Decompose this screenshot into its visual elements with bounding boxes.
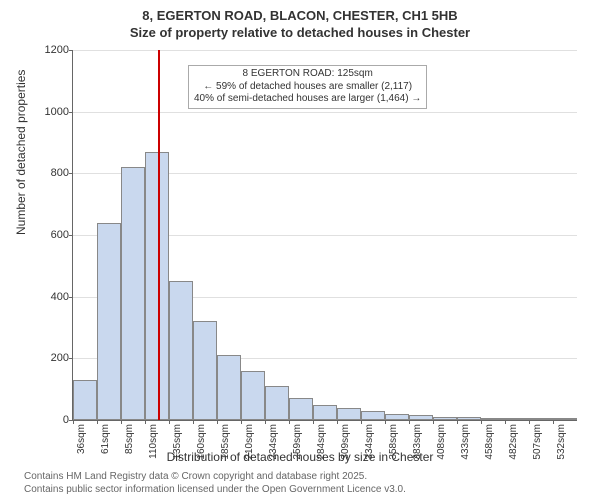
histogram-bar <box>97 223 121 420</box>
y-tick-label: 1200 <box>45 44 69 56</box>
x-tick-mark <box>553 420 554 424</box>
x-tick-mark <box>73 420 74 424</box>
x-tick-mark <box>97 420 98 424</box>
histogram-bar <box>409 415 433 420</box>
histogram-bar <box>289 398 313 420</box>
plot-area: 8 EGERTON ROAD: 125sqm ← 59% of detached… <box>72 50 577 421</box>
y-tick-mark <box>69 173 73 174</box>
x-tick-mark <box>409 420 410 424</box>
x-tick-mark <box>337 420 338 424</box>
histogram-bar <box>457 417 481 420</box>
y-tick-mark <box>69 50 73 51</box>
x-tick-mark <box>289 420 290 424</box>
histogram-bar <box>481 418 505 420</box>
histogram-bar <box>73 380 97 420</box>
y-tick-mark <box>69 358 73 359</box>
annotation-line-3: 40% of semi-detached houses are larger (… <box>194 93 421 106</box>
marker-annotation: 8 EGERTON ROAD: 125sqm ← 59% of detached… <box>188 65 427 109</box>
x-tick-mark <box>241 420 242 424</box>
histogram-bar <box>265 386 289 420</box>
y-tick-label: 0 <box>63 414 69 426</box>
footer-line-2: Contains public sector information licen… <box>24 483 406 496</box>
histogram-bar <box>241 371 265 420</box>
x-tick-mark <box>217 420 218 424</box>
histogram-bar <box>385 414 409 420</box>
histogram-bar <box>337 408 361 420</box>
x-tick-mark <box>145 420 146 424</box>
x-tick-mark <box>385 420 386 424</box>
histogram-bar <box>529 418 553 420</box>
y-tick-label: 600 <box>51 229 69 241</box>
footer-attribution: Contains HM Land Registry data © Crown c… <box>24 470 406 496</box>
gridline <box>73 112 577 113</box>
title-line-2: Size of property relative to detached ho… <box>0 25 600 42</box>
x-tick-mark <box>481 420 482 424</box>
histogram-bar <box>433 417 457 420</box>
x-tick-mark <box>121 420 122 424</box>
histogram-bar <box>361 411 385 420</box>
y-tick-label: 400 <box>51 291 69 303</box>
footer-line-1: Contains HM Land Registry data © Crown c… <box>24 470 406 483</box>
y-tick-label: 800 <box>51 167 69 179</box>
annotation-line-1: 8 EGERTON ROAD: 125sqm <box>194 68 421 81</box>
histogram-bar <box>193 321 217 420</box>
histogram-bar <box>145 152 169 420</box>
histogram-bar <box>121 167 145 420</box>
x-tick-mark <box>433 420 434 424</box>
y-tick-label: 200 <box>51 352 69 364</box>
x-tick-mark <box>313 420 314 424</box>
histogram-bar <box>553 418 577 420</box>
y-axis-label: Number of detached properties <box>14 70 28 235</box>
x-tick-mark <box>361 420 362 424</box>
histogram-bar <box>169 281 193 420</box>
y-tick-mark <box>69 235 73 236</box>
y-tick-label: 1000 <box>45 106 69 118</box>
x-tick-mark <box>457 420 458 424</box>
title-block: 8, EGERTON ROAD, BLACON, CHESTER, CH1 5H… <box>0 0 600 42</box>
x-tick-mark <box>529 420 530 424</box>
x-tick-mark <box>169 420 170 424</box>
y-tick-mark <box>69 297 73 298</box>
histogram-bar <box>505 418 529 420</box>
y-tick-mark <box>69 112 73 113</box>
x-tick-mark <box>505 420 506 424</box>
annotation-line-2: ← 59% of detached houses are smaller (2,… <box>194 81 421 94</box>
x-tick-mark <box>193 420 194 424</box>
histogram-bar <box>313 405 337 420</box>
x-tick-mark <box>265 420 266 424</box>
marker-line <box>158 50 160 420</box>
x-axis-label: Distribution of detached houses by size … <box>0 450 600 464</box>
title-line-1: 8, EGERTON ROAD, BLACON, CHESTER, CH1 5H… <box>0 8 600 25</box>
gridline <box>73 50 577 51</box>
chart-container: 8, EGERTON ROAD, BLACON, CHESTER, CH1 5H… <box>0 0 600 500</box>
histogram-bar <box>217 355 241 420</box>
